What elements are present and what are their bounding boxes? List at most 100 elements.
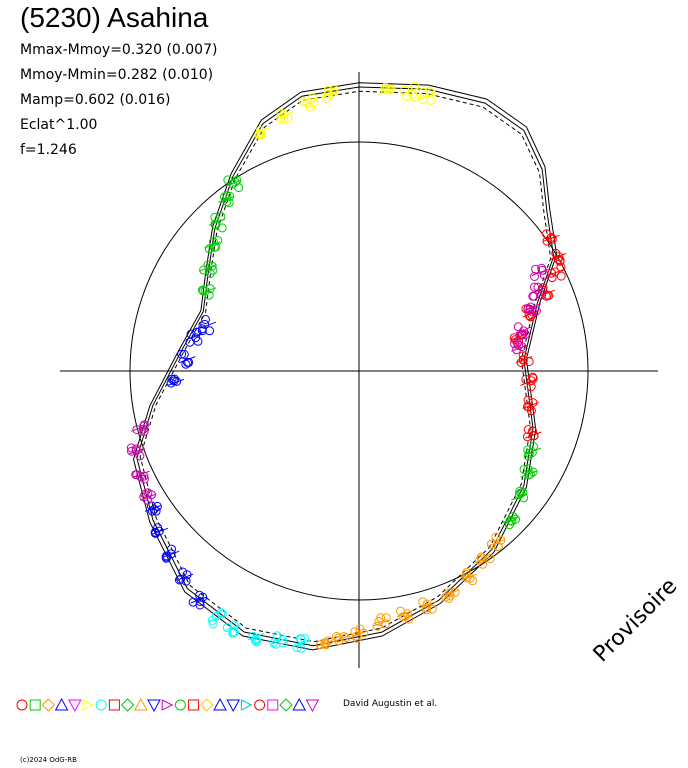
data-point: [422, 599, 432, 609]
error-bar: [524, 431, 542, 439]
data-point: [512, 345, 522, 355]
data-point: [496, 535, 506, 545]
data-point: [228, 628, 238, 638]
error-bar: [199, 321, 217, 329]
legend-symbol: [108, 699, 120, 711]
param-line-5: f=1.246: [20, 142, 77, 158]
error-bar: [218, 195, 235, 203]
data-point: [324, 89, 334, 99]
legend-symbol: [267, 699, 279, 711]
fit-curve-2: [132, 82, 558, 651]
data-point: [166, 549, 176, 559]
data-point: [217, 609, 227, 619]
data-point: [138, 424, 148, 434]
data-point: [255, 126, 265, 136]
data-point: [184, 357, 194, 367]
error-bar: [140, 493, 157, 501]
param-line-3: Mamp=0.602 (0.016): [20, 92, 171, 108]
data-point: [269, 638, 279, 648]
data-point: [510, 339, 519, 349]
data-point: [462, 573, 472, 583]
error-bar: [515, 326, 533, 334]
data-point: [203, 260, 213, 270]
error-bar: [515, 356, 533, 364]
legend-symbol: [279, 698, 293, 712]
error-bar: [199, 264, 217, 272]
legend-symbol: [133, 697, 148, 711]
data-point: [516, 488, 526, 498]
legend-symbol: [305, 699, 320, 713]
error-bar: [520, 378, 537, 386]
error-bar: [460, 573, 478, 581]
data-point: [531, 306, 541, 316]
legend-symbol: [41, 698, 56, 712]
data-point: [528, 373, 538, 383]
data-point: [556, 271, 566, 281]
data-point: [542, 290, 552, 300]
legend-symbol: [292, 697, 307, 711]
error-bar: [511, 344, 528, 352]
data-point: [222, 623, 232, 633]
data-point: [131, 444, 141, 454]
error-bar: [524, 447, 542, 455]
data-point: [400, 85, 410, 95]
legend-symbol: [226, 699, 241, 713]
error-bar: [199, 287, 217, 295]
error-bar: [350, 630, 368, 638]
fit-curve-1: [136, 86, 555, 647]
error-bar: [488, 539, 505, 547]
data-point: [195, 597, 205, 606]
error-bar: [300, 99, 317, 107]
error-bar: [277, 111, 294, 118]
data-point: [522, 432, 532, 442]
data-point: [211, 242, 221, 252]
data-point: [279, 109, 289, 119]
error-bar: [550, 253, 567, 260]
error-bar: [167, 378, 184, 386]
data-point: [542, 229, 551, 239]
legend-symbol: [188, 699, 200, 711]
copyright-text: (c)2024 OdG-RB: [20, 756, 77, 764]
data-point: [526, 376, 536, 386]
error-bar: [247, 633, 265, 641]
error-bar: [190, 596, 207, 604]
error-bar: [378, 88, 395, 96]
data-point: [219, 192, 229, 202]
error-bar: [547, 269, 565, 276]
data-markers: [126, 81, 567, 653]
error-bar: [316, 640, 333, 647]
error-bar: [501, 516, 519, 524]
data-point: [154, 526, 164, 536]
data-point: [135, 451, 145, 461]
data-point: [468, 576, 478, 586]
data-point: [427, 604, 437, 614]
legend-symbol: [174, 699, 186, 711]
error-bar: [224, 624, 242, 631]
data-point: [161, 553, 171, 563]
error-bar: [176, 573, 194, 581]
data-point: [167, 544, 176, 554]
data-point: [380, 619, 390, 629]
data-point: [126, 443, 136, 453]
error-bar: [522, 401, 539, 409]
reference-circle: [129, 141, 589, 601]
data-point: [228, 179, 238, 189]
error-bar: [204, 241, 221, 249]
error-bar: [254, 127, 271, 134]
error-bar: [128, 447, 146, 455]
legend-symbol: [82, 699, 95, 711]
error-bar: [208, 218, 226, 226]
data-point: [444, 594, 454, 603]
error-bar: [520, 470, 537, 478]
legend-symbol: [29, 699, 41, 711]
data-point: [530, 282, 539, 292]
data-point: [177, 349, 187, 359]
data-point: [550, 267, 560, 277]
error-bar: [396, 610, 413, 618]
data-point: [278, 635, 287, 645]
error-bar: [538, 289, 555, 297]
data-point: [381, 613, 391, 623]
data-point: [426, 88, 436, 98]
data-point: [132, 425, 142, 435]
data-point: [515, 486, 525, 496]
